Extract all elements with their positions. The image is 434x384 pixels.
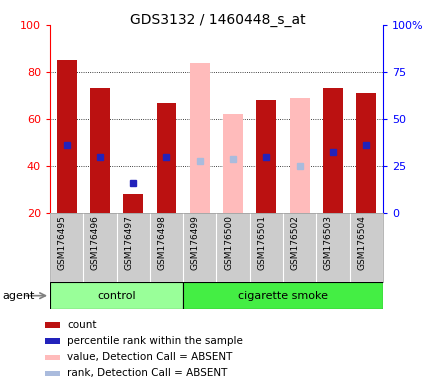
Bar: [183, 282, 382, 309]
Text: count: count: [67, 320, 96, 330]
Bar: [45, 323, 60, 328]
Text: percentile rank within the sample: percentile rank within the sample: [67, 336, 242, 346]
Text: GSM176501: GSM176501: [257, 215, 266, 270]
Text: GSM176499: GSM176499: [191, 215, 199, 270]
Text: GSM176495: GSM176495: [58, 215, 66, 270]
Text: GSM176504: GSM176504: [356, 215, 365, 270]
Bar: [256, 100, 276, 213]
Text: rank, Detection Call = ABSENT: rank, Detection Call = ABSENT: [67, 368, 227, 379]
Bar: [90, 88, 110, 213]
Bar: [223, 114, 243, 213]
Bar: [56, 60, 76, 213]
Text: control: control: [97, 291, 135, 301]
Text: GSM176500: GSM176500: [224, 215, 233, 270]
Bar: [45, 371, 60, 376]
Bar: [189, 63, 209, 213]
Text: GDS3132 / 1460448_s_at: GDS3132 / 1460448_s_at: [129, 13, 305, 27]
Bar: [156, 103, 176, 213]
Text: GSM176498: GSM176498: [157, 215, 166, 270]
Text: cigarette smoke: cigarette smoke: [237, 291, 327, 301]
Bar: [123, 194, 143, 213]
Text: GSM176503: GSM176503: [323, 215, 332, 270]
Bar: [45, 355, 60, 360]
Text: value, Detection Call = ABSENT: value, Detection Call = ABSENT: [67, 352, 232, 362]
Text: GSM176496: GSM176496: [91, 215, 100, 270]
Text: agent: agent: [2, 291, 34, 301]
Bar: [355, 93, 375, 213]
Text: GSM176497: GSM176497: [124, 215, 133, 270]
Bar: [50, 282, 183, 309]
Text: GSM176502: GSM176502: [290, 215, 299, 270]
Bar: [289, 98, 309, 213]
Bar: [322, 88, 342, 213]
Bar: [45, 339, 60, 344]
